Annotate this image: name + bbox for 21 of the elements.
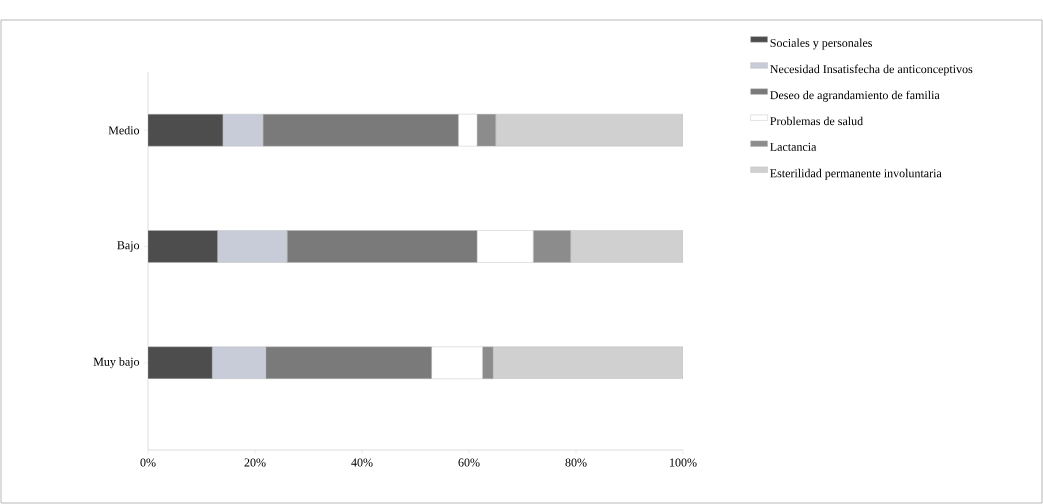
x-tick-label: 0% [140,458,156,467]
x-tick-label: 60% [458,458,480,467]
bar [148,346,213,379]
x-tick-label: 40% [351,458,373,467]
bar [570,230,684,263]
bar [148,230,218,263]
legend-label: Deseo de agrandamiento de familia [770,90,940,102]
bar [492,346,684,379]
bar [148,113,224,147]
bar [495,113,684,147]
legend-label: Esterilidad permanente involuntaria [770,168,942,180]
y-tick-label: Medio [108,125,140,135]
legend-label: Problemas de salud [770,116,863,126]
y-tick-label: Bajo [117,241,140,252]
y-tick-label: Muy bajo [93,357,140,369]
legend-label: Lactancia [770,142,817,151]
legend-label: Sociales y personales [770,38,873,50]
x-tick-label: 20% [244,458,266,467]
x-tick-label: 80% [565,458,587,467]
legend-label: Necesidad Insatisfecha de anticonceptivos [770,64,973,76]
x-tick-label: 100% [670,458,697,467]
